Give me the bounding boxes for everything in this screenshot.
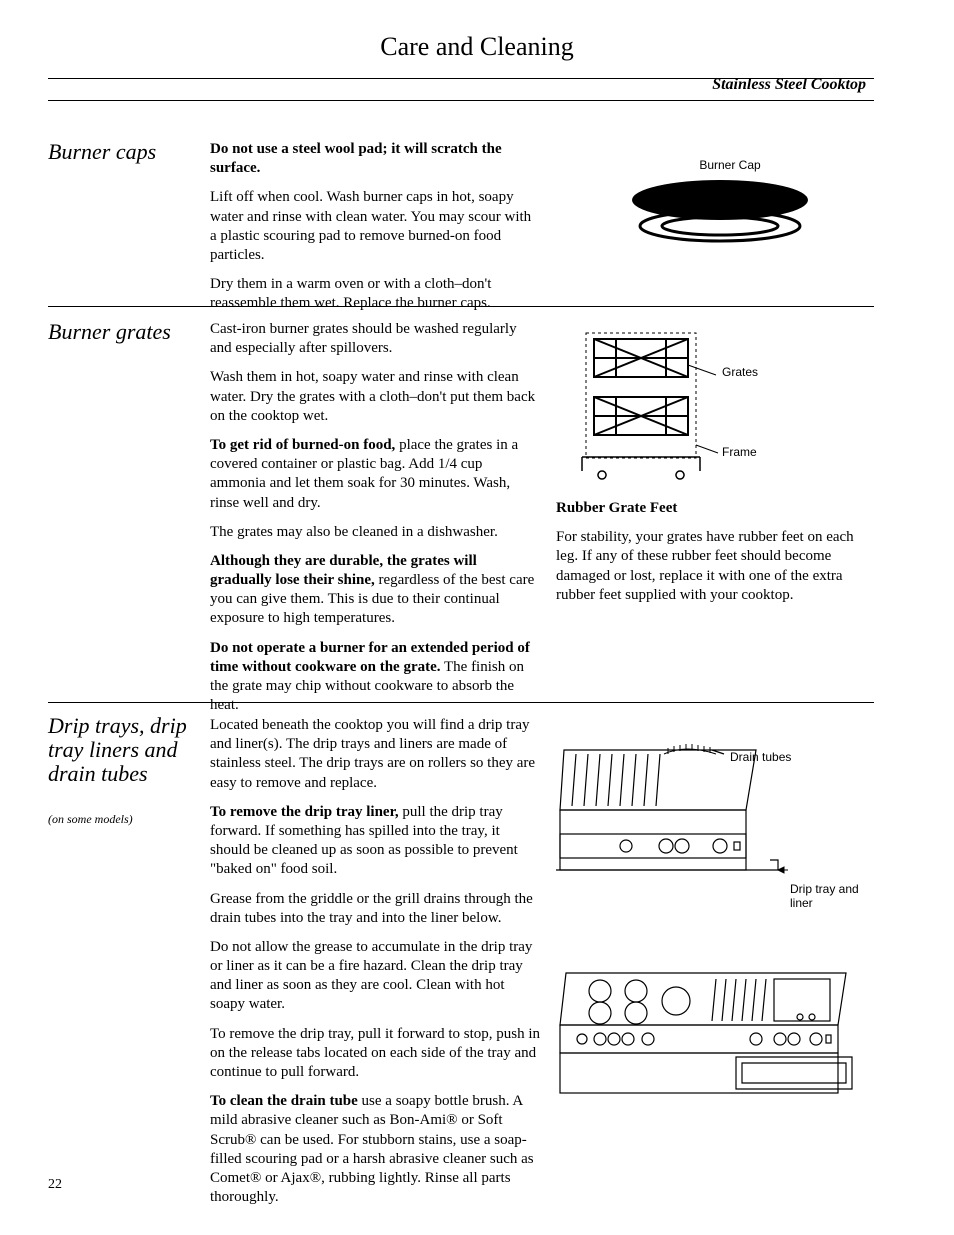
subtitle-text: Stainless Steel Cooktop <box>712 76 866 94</box>
drip-bottom-diagram-icon <box>556 965 856 1115</box>
page-number: 22 <box>48 1177 62 1193</box>
side-heading-drip: Drip trays, drip tray liners and drain t… <box>48 714 198 787</box>
rule-3 <box>48 702 874 703</box>
content-burner-grates: Cast-iron burner grates should be washed… <box>210 320 540 725</box>
drip-p5: To remove the drip tray, pull it forward… <box>210 1025 540 1083</box>
right-drip: Drain tubes Drip tray and liner <box>556 730 876 1115</box>
burner-caps-p1: Do not use a steel wool pad; it will scr… <box>210 140 540 178</box>
drip-p6-lead: To clean the drain tube <box>210 1093 358 1109</box>
right-burner-grates: Grates Frame Rubber Grate Feet For stabi… <box>556 325 876 615</box>
drip-p6: To clean the drain tube use a soapy bott… <box>210 1092 540 1207</box>
illus-frame-label: Frame <box>722 445 757 459</box>
grates-p5: Although they are durable, the grates wi… <box>210 552 540 629</box>
rule-top <box>48 100 874 101</box>
burner-cap-icon <box>620 176 820 246</box>
drip-p2: To remove the drip tray liner, pull the … <box>210 803 540 880</box>
rubber-feet-heading: Rubber Grate Feet <box>556 499 876 518</box>
drip-top-diagram-icon <box>556 730 876 905</box>
grates-p2: Wash them in hot, soapy water and rinse … <box>210 368 540 426</box>
side-heading-burner-caps: Burner caps <box>48 140 198 164</box>
illus-burner-cap: Burner Cap <box>620 158 840 246</box>
illus-grates-label: Grates <box>722 365 758 379</box>
page: Care and Cleaning Stainless Steel Cookto… <box>0 0 954 1235</box>
content-burner-caps: Do not use a steel wool pad; it will scr… <box>210 140 540 324</box>
side-note-drip: (on some models) <box>48 812 198 827</box>
page-title: Care and Cleaning <box>0 32 954 62</box>
rubber-feet-body: For stability, your grates have rubber f… <box>556 528 876 605</box>
burner-caps-p3: Dry them in a warm oven or with a cloth–… <box>210 275 540 313</box>
illus-drip-tray-label: Drip tray and liner <box>790 882 876 910</box>
subtitle-rule: Stainless Steel Cooktop <box>48 78 874 79</box>
grates-diagram-icon <box>556 325 756 485</box>
drip-p4: Do not allow the grease to accumulate in… <box>210 938 540 1015</box>
grates-p3: To get rid of burned-on food, place the … <box>210 436 540 513</box>
drip-p3: Grease from the griddle or the grill dra… <box>210 890 540 928</box>
grates-p4: The grates may also be cleaned in a dish… <box>210 523 540 542</box>
drip-p1: Located beneath the cooktop you will fin… <box>210 716 540 793</box>
drip-p2-lead: To remove the drip tray liner, <box>210 804 399 820</box>
illus-burner-cap-label: Burner Cap <box>620 158 840 172</box>
illus-drain-tubes-label: Drain tubes <box>730 750 791 764</box>
side-heading-burner-grates: Burner grates <box>48 320 198 344</box>
drip-p6-rest: use a soapy bottle brush. A mild abrasiv… <box>210 1093 534 1205</box>
burner-caps-p2: Lift off when cool. Wash burner caps in … <box>210 188 540 265</box>
grates-p1: Cast-iron burner grates should be washed… <box>210 320 540 358</box>
rule-2 <box>48 306 874 307</box>
grates-p3-lead: To get rid of burned-on food, <box>210 437 395 453</box>
content-drip: Located beneath the cooktop you will fin… <box>210 716 540 1217</box>
grates-p6: Do not operate a burner for an extended … <box>210 639 540 716</box>
